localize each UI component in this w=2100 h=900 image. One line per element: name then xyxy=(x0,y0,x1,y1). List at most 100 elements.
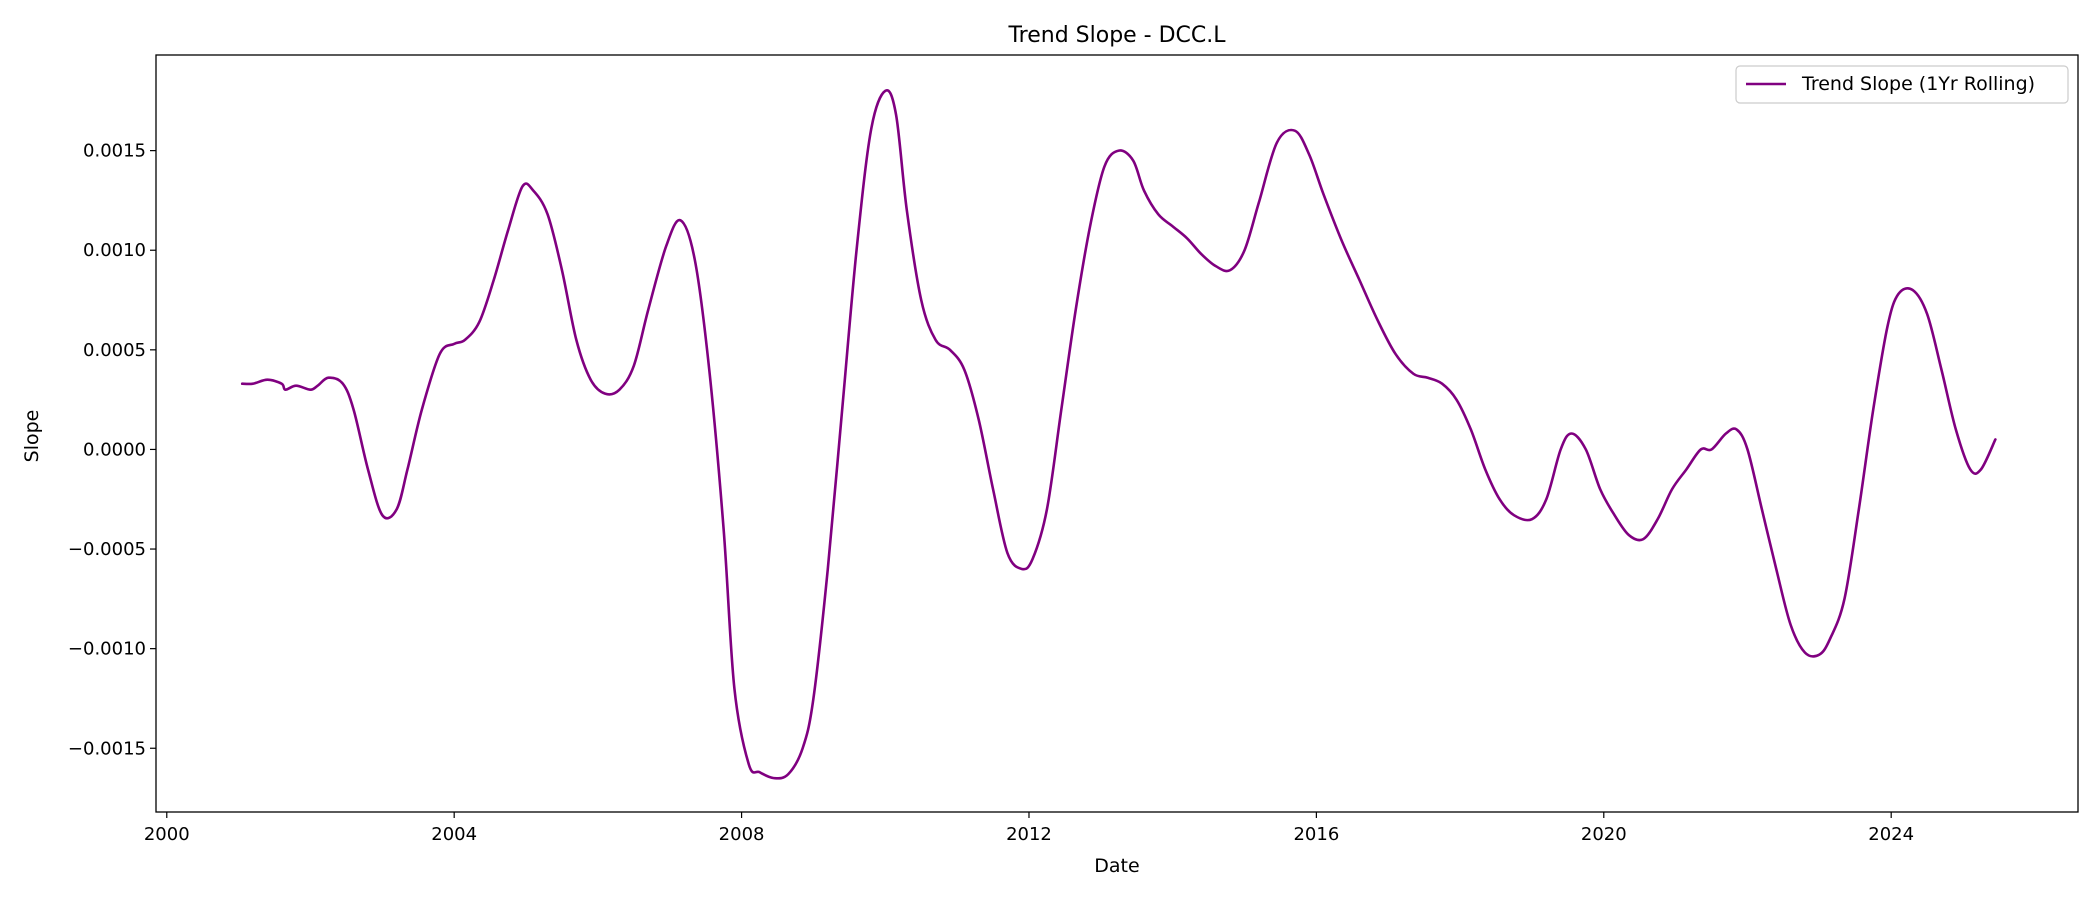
data-point xyxy=(648,309,649,310)
data-point xyxy=(382,515,383,516)
data-point xyxy=(842,409,843,410)
data-point xyxy=(1294,130,1295,131)
data-point xyxy=(1844,598,1845,599)
data-point xyxy=(1941,369,1942,370)
data-point xyxy=(906,210,907,211)
data-point xyxy=(1309,154,1310,155)
data-point xyxy=(353,409,354,410)
data-point xyxy=(827,568,828,569)
data-point xyxy=(464,339,465,340)
data-point xyxy=(1032,558,1033,559)
data-point xyxy=(802,748,803,749)
data-point xyxy=(666,246,667,247)
data-point xyxy=(949,349,950,350)
plot-area: 2000 2004 2008 2012 2016 2020 2024 −0.0015−0.0… xyxy=(68,54,2079,845)
data-point xyxy=(870,130,871,131)
data-point xyxy=(1499,499,1500,500)
data-point xyxy=(813,698,814,699)
data-point xyxy=(454,343,455,344)
y-tick-label: 0.0005 xyxy=(83,340,146,361)
data-point xyxy=(296,385,297,386)
y-tick-label: 0.0010 xyxy=(83,240,146,261)
data-point xyxy=(1600,489,1601,490)
data-point xyxy=(1276,142,1277,143)
data-point xyxy=(619,389,620,390)
plot-frame xyxy=(155,54,2079,813)
data-point xyxy=(1546,499,1547,500)
y-tick-label: −0.0015 xyxy=(68,738,146,759)
data-point xyxy=(1021,568,1022,569)
y-axis: −0.0015 −0.0010 −0.0005 0.0000 0.0005 0.0010 0… xyxy=(68,141,156,759)
data-point xyxy=(694,260,695,261)
data-point xyxy=(1201,254,1202,255)
data-point xyxy=(507,230,508,231)
data-point xyxy=(1643,538,1644,539)
data-point xyxy=(734,688,735,689)
data-point xyxy=(1830,638,1831,639)
data-point xyxy=(342,383,343,384)
data-point xyxy=(522,186,523,187)
data-point xyxy=(1118,150,1119,151)
data-point xyxy=(1485,469,1486,470)
data-point xyxy=(1858,509,1859,510)
data-point xyxy=(1819,654,1820,655)
data-point xyxy=(1075,309,1076,310)
data-point xyxy=(1571,433,1572,434)
data-point xyxy=(604,393,605,394)
data-point xyxy=(1133,160,1134,161)
legend-box xyxy=(1735,65,2069,104)
data-point xyxy=(310,389,311,390)
data-point xyxy=(1804,652,1805,653)
data-point xyxy=(856,250,857,251)
data-point xyxy=(748,764,749,765)
data-point xyxy=(1955,429,1956,430)
data-point xyxy=(1790,624,1791,625)
data-point xyxy=(992,489,993,490)
data-point xyxy=(1628,534,1629,535)
data-point xyxy=(328,377,329,378)
data-point xyxy=(407,469,408,470)
data-point xyxy=(252,383,253,384)
data-point xyxy=(493,280,494,281)
data-point xyxy=(285,389,286,390)
data-point xyxy=(1585,449,1586,450)
data-point xyxy=(1995,439,1996,440)
legend-label: Trend Slope (1Yr Rolling) xyxy=(1801,73,2035,95)
x-tick-label: 2004 xyxy=(431,824,477,845)
data-point xyxy=(1230,270,1231,271)
series-line-trend-slope xyxy=(240,89,1997,780)
data-point xyxy=(723,529,724,530)
series-group xyxy=(240,89,1997,780)
data-point xyxy=(439,353,440,354)
data-point xyxy=(1873,409,1874,410)
data-point xyxy=(709,369,710,370)
data-point xyxy=(367,469,368,470)
data-point xyxy=(1927,313,1928,314)
data-point xyxy=(680,220,681,221)
data-point xyxy=(1143,190,1144,191)
data-point xyxy=(479,321,480,322)
data-point xyxy=(1887,325,1888,326)
data-point xyxy=(885,90,886,91)
data-point xyxy=(1258,202,1259,203)
y-axis-label: Slope xyxy=(21,410,43,463)
data-point xyxy=(1061,409,1062,410)
data-point xyxy=(1456,399,1457,400)
data-point xyxy=(633,365,634,366)
chart-title: Trend Slope - DCC.L xyxy=(1007,23,1226,48)
data-point xyxy=(1980,469,1981,470)
data-point xyxy=(267,379,268,380)
data-point xyxy=(1007,552,1008,553)
data-point xyxy=(1725,433,1726,434)
x-tick-label: 2024 xyxy=(1868,824,1914,845)
data-point xyxy=(1671,489,1672,490)
data-point xyxy=(1560,449,1561,450)
data-point xyxy=(1898,293,1899,294)
data-point xyxy=(396,509,397,510)
data-point xyxy=(242,383,243,384)
data-point xyxy=(1657,519,1658,520)
data-point xyxy=(1970,469,1971,470)
data-point xyxy=(1614,515,1615,516)
